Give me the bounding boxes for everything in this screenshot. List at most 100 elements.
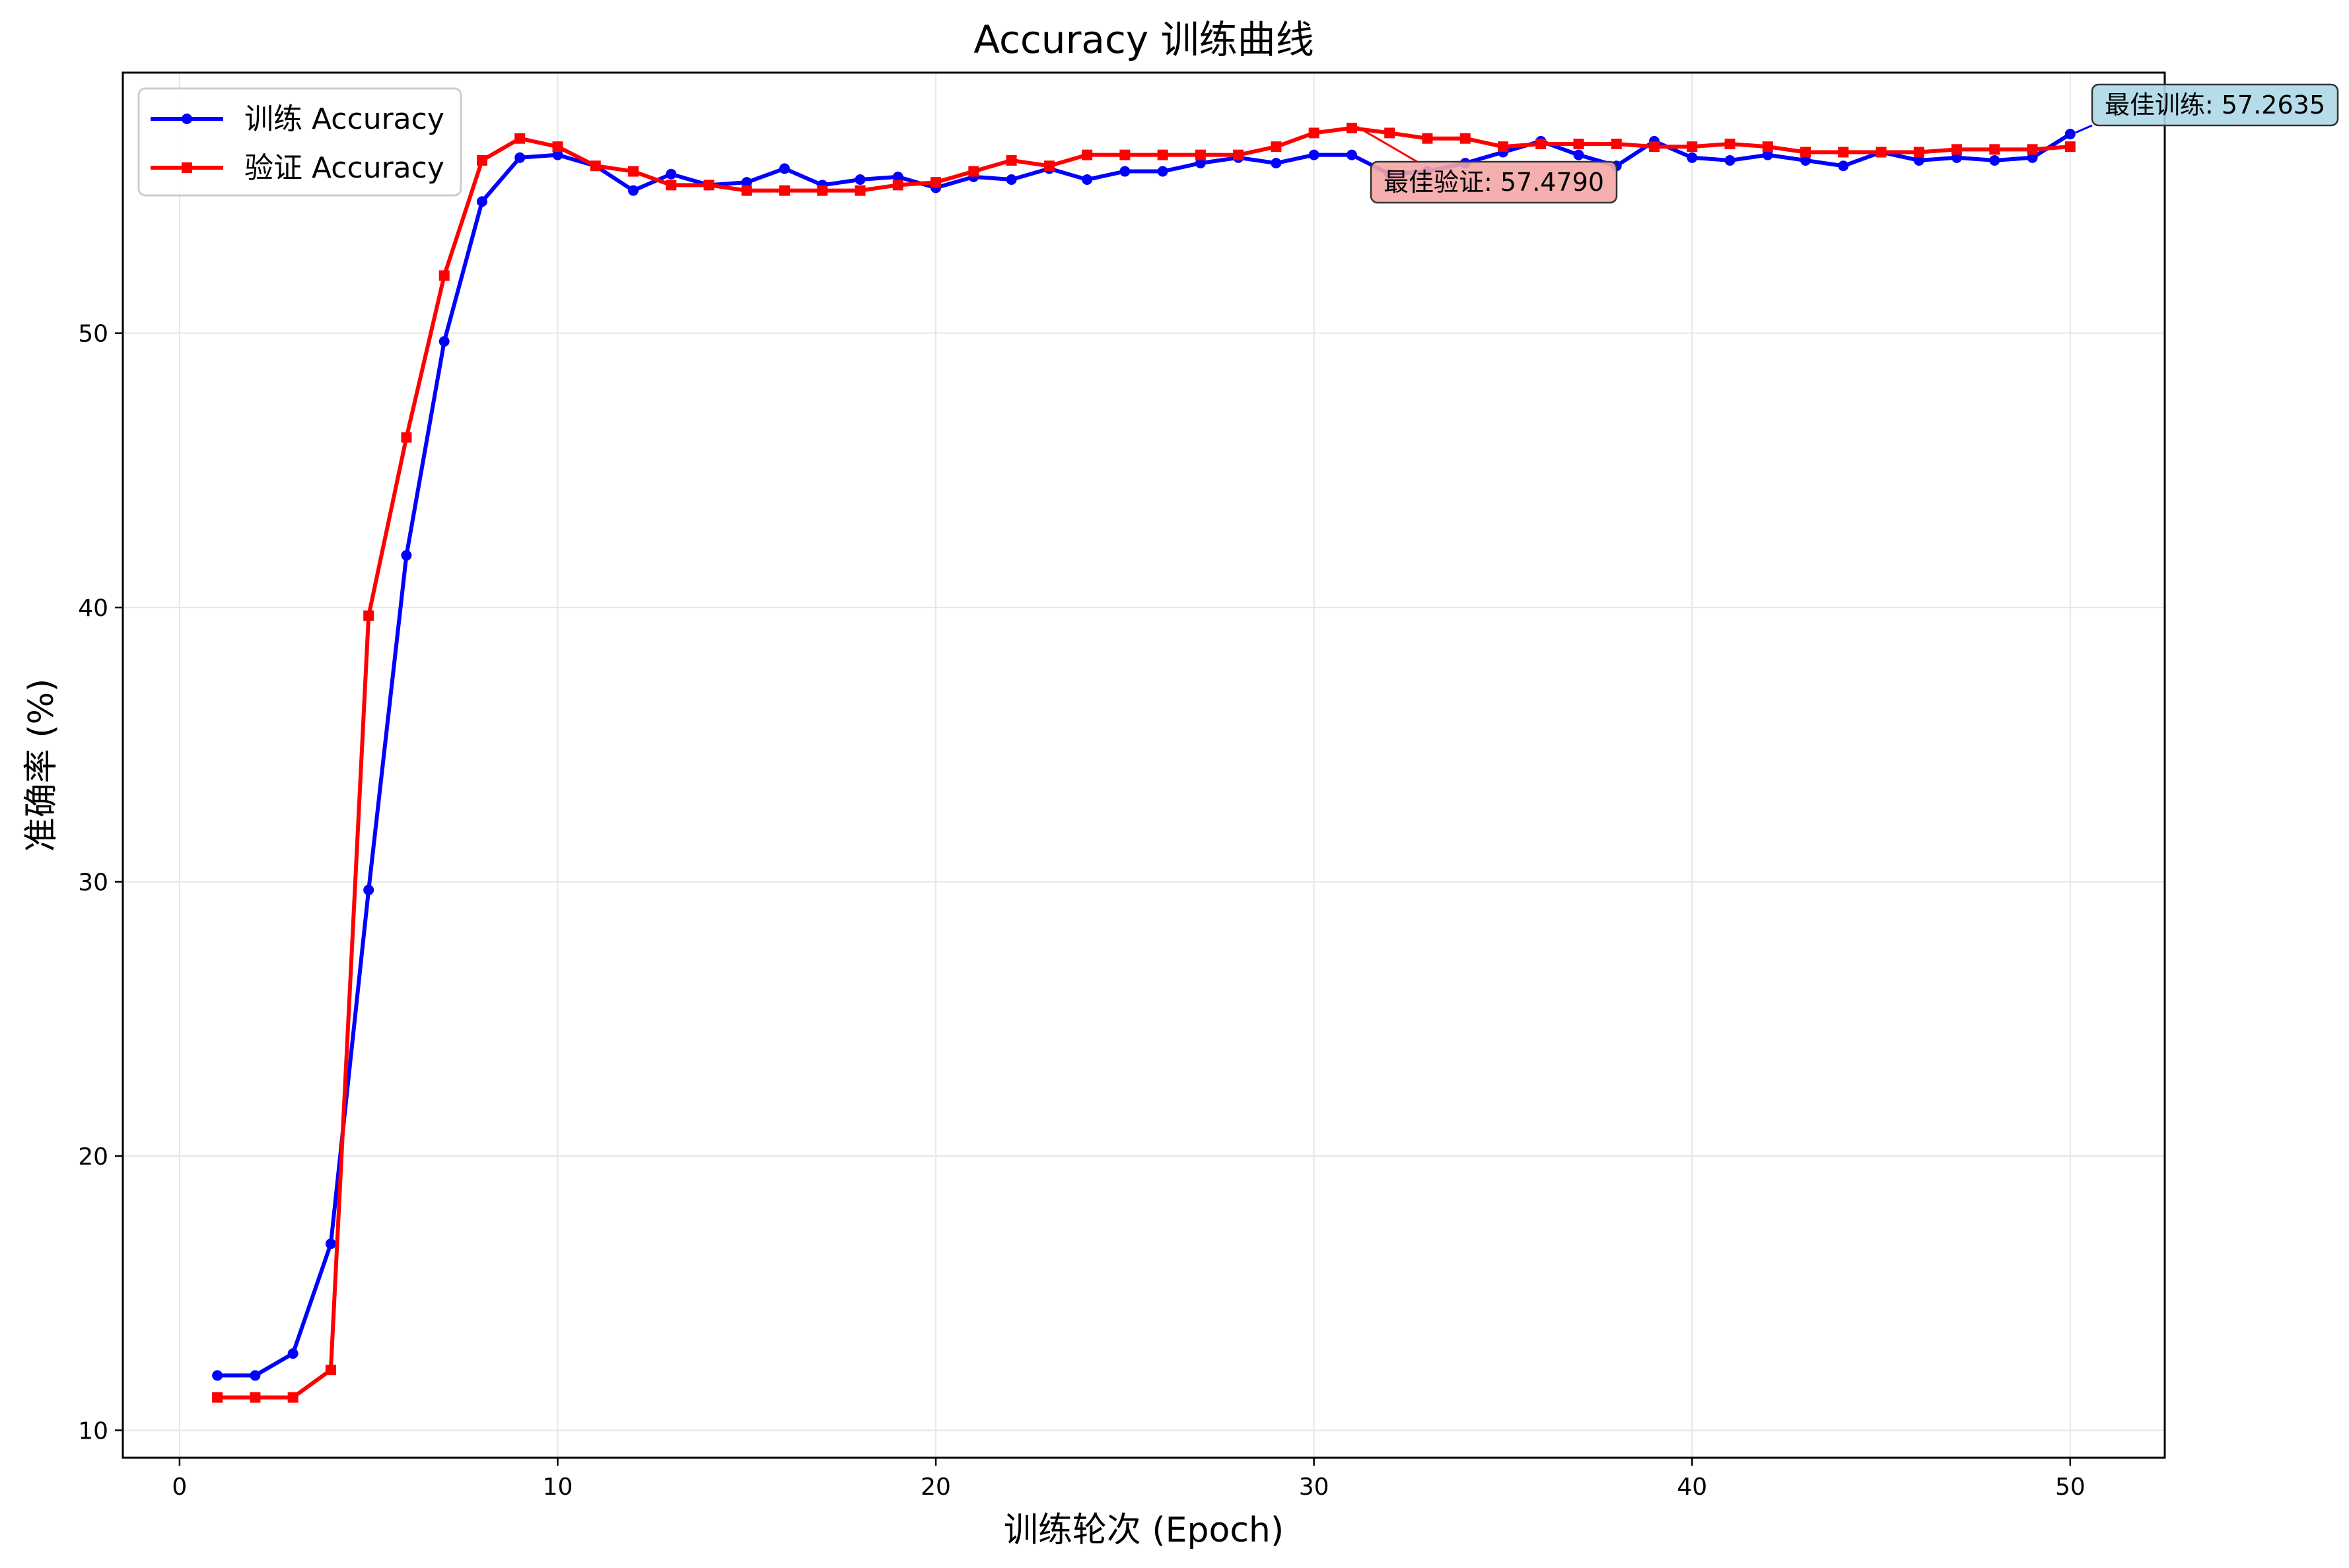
val-data-point <box>1119 149 1131 160</box>
val-data-point <box>703 180 715 191</box>
val-data-point <box>552 141 563 153</box>
x-tick-label: 0 <box>172 1474 187 1501</box>
train-accuracy-line <box>215 132 2072 1378</box>
train-data-point <box>2064 129 2076 140</box>
annotation-label: 最佳训练: 57.2635 <box>2105 90 2325 119</box>
y-tick-label: 20 <box>78 1143 108 1171</box>
val-data-point <box>325 1365 336 1376</box>
legend: 训练 Accuracy 验证 Accuracy <box>137 87 462 197</box>
train-data-point <box>1573 149 1584 160</box>
train-data-point <box>1195 158 1206 169</box>
val-data-point <box>401 432 412 443</box>
val-data-point <box>363 610 374 621</box>
legend-marker <box>182 114 192 124</box>
val-data-point <box>2027 144 2038 155</box>
train-data-point <box>1271 158 1282 169</box>
val-data-point <box>1082 149 1093 160</box>
x-tick-label: 30 <box>1299 1474 1329 1501</box>
legend-label: 验证 Accuracy <box>244 151 444 185</box>
val-data-point <box>1497 141 1508 153</box>
annotation-arrow <box>2075 124 2093 134</box>
val-data-point <box>476 154 487 166</box>
val-data-point <box>628 166 639 177</box>
y-tick-label: 30 <box>78 869 108 897</box>
val-data-point <box>1157 149 1168 160</box>
val-accuracy-line <box>215 125 2072 1400</box>
val-data-point <box>250 1392 261 1403</box>
val-data-point <box>1951 144 1963 155</box>
val-data-point <box>1006 154 1017 166</box>
train-data-point <box>1989 154 2000 166</box>
train-data-point <box>325 1238 336 1249</box>
train-data-point <box>1082 174 1093 186</box>
x-tick-label: 50 <box>2055 1474 2086 1501</box>
annotations: 最佳训练: 57.2635 最佳验证: 57.4790 <box>1356 83 2339 204</box>
val-data-point <box>1838 147 1849 158</box>
series-group <box>212 122 2076 1403</box>
val-data-point <box>1989 144 2000 155</box>
val-data-point <box>1913 147 1924 158</box>
val-data-point <box>930 177 942 188</box>
val-data-point <box>590 160 601 172</box>
val-data-point <box>968 166 979 177</box>
train-data-point <box>476 196 487 207</box>
val-data-point <box>1422 133 1433 144</box>
val-data-point <box>1611 139 1622 150</box>
val-data-point <box>741 185 752 196</box>
grid <box>123 73 2165 1458</box>
train-data-point <box>1838 160 1849 172</box>
legend-label: 训练 Accuracy <box>244 102 444 136</box>
train-data-point <box>363 885 374 896</box>
annotation-label: 最佳验证: 57.4790 <box>1384 168 1604 197</box>
val-data-point <box>1195 149 1206 160</box>
train-data-point <box>1913 154 1924 166</box>
val-data-point <box>1762 141 1773 153</box>
val-data-point <box>1687 141 1698 153</box>
val-data-point <box>1535 139 1547 150</box>
y-axis-label: 准确率 (%) <box>22 679 61 852</box>
train-data-point <box>2027 152 2038 163</box>
train-data-point <box>250 1370 261 1381</box>
val-data-point <box>212 1392 223 1403</box>
legend-marker <box>182 162 192 173</box>
y-tick-label: 40 <box>78 595 108 622</box>
train-data-point <box>1724 154 1735 166</box>
val-data-point <box>1233 149 1244 160</box>
val-data-point <box>855 185 866 196</box>
annotation-box <box>1370 160 1618 204</box>
x-axis-label: 训练轮次 (Epoch) <box>1004 1511 1284 1550</box>
y-tick-label: 50 <box>78 321 108 348</box>
val-data-point <box>1043 160 1055 172</box>
train-data-point <box>1687 152 1698 163</box>
train-data-point <box>287 1348 298 1359</box>
val-data-point <box>1271 141 1282 153</box>
train-data-point <box>1006 174 1017 186</box>
val-data-point <box>438 270 450 281</box>
x-tick-label: 10 <box>543 1474 573 1501</box>
train-data-point <box>628 185 639 196</box>
train-data-point <box>514 152 526 163</box>
train-data-point <box>1157 166 1168 177</box>
train-data-point <box>438 336 450 347</box>
series-train <box>212 129 2076 1381</box>
val-data-point <box>287 1392 298 1403</box>
train-data-point <box>1346 149 1357 160</box>
annotation-arrow <box>1356 125 1418 163</box>
train-data-point <box>1308 149 1319 160</box>
val-data-point <box>2064 141 2076 153</box>
train-data-point <box>212 1370 223 1381</box>
x-tick-label: 40 <box>1677 1474 1707 1501</box>
train-data-point <box>741 177 752 188</box>
val-data-point <box>1573 139 1584 150</box>
x-tick-label: 20 <box>921 1474 951 1501</box>
train-data-point <box>1762 149 1773 160</box>
annotation-box <box>2091 83 2339 127</box>
plot-frame <box>122 71 2166 1459</box>
val-data-point <box>779 185 790 196</box>
train-data-point <box>552 149 563 160</box>
train-data-point <box>892 171 903 182</box>
val-data-point <box>1800 147 1811 158</box>
val-data-point <box>1384 127 1395 139</box>
